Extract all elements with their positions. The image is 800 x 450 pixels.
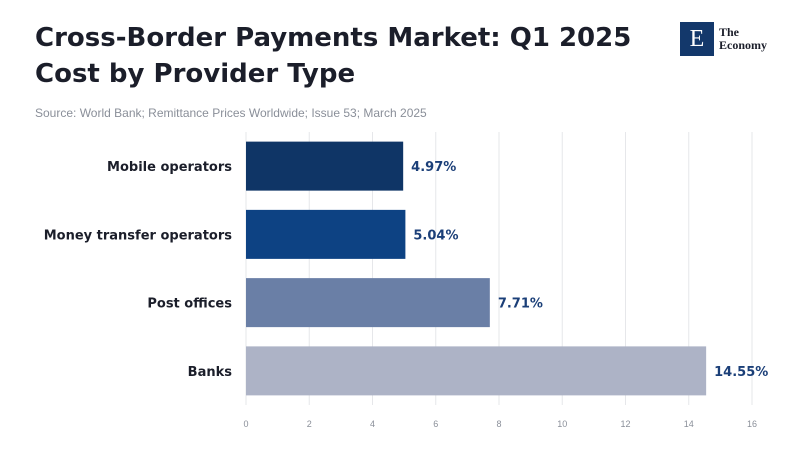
x-tick-label: 16 — [747, 419, 757, 429]
category-label: Money transfer operators — [44, 228, 233, 243]
x-tick-label: 4 — [370, 419, 375, 429]
bar — [246, 209, 406, 259]
x-tick-label: 14 — [684, 419, 694, 429]
x-tick-label: 6 — [433, 419, 438, 429]
logo-wordmark: The Economy — [719, 26, 767, 52]
value-label: 7.71% — [498, 297, 543, 312]
logo-line-1: The — [719, 25, 740, 39]
title-line-2: Cost by Provider Type — [35, 59, 356, 89]
category-label: Mobile operators — [107, 160, 232, 175]
value-label: 4.97% — [411, 160, 456, 175]
logo-line-2: Economy — [719, 38, 767, 52]
logo-mark: E — [680, 22, 714, 56]
brand-logo[interactable]: E The Economy — [680, 22, 767, 56]
bar — [246, 141, 404, 191]
bar — [246, 278, 490, 328]
source-note: Source: World Bank; Remittance Prices Wo… — [35, 106, 427, 120]
x-tick-label: 2 — [307, 419, 312, 429]
value-label: 5.04% — [413, 228, 458, 243]
bar — [246, 346, 707, 396]
x-tick-label: 10 — [557, 419, 567, 429]
x-tick-label: 8 — [496, 419, 501, 429]
category-label: Banks — [188, 365, 233, 380]
chart-title: Cross-Border Payments Market: Q1 2025 Co… — [35, 20, 635, 92]
category-label: Post offices — [147, 297, 232, 312]
x-tick-label: 0 — [243, 419, 248, 429]
title-line-1: Cross-Border Payments Market: Q1 2025 — [35, 23, 632, 53]
x-tick-label: 12 — [620, 419, 630, 429]
value-label: 14.55% — [714, 365, 768, 380]
